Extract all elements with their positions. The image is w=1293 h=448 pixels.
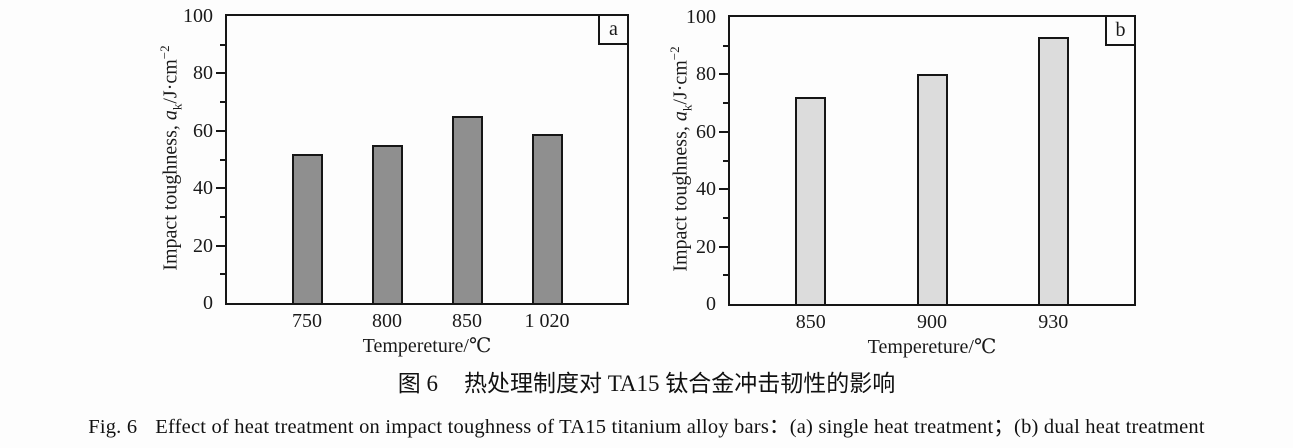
x-tick-label: 850 bbox=[452, 310, 482, 332]
y-axis-label-subscript: k bbox=[169, 103, 185, 111]
y-axis-label-superscript: −2 bbox=[667, 46, 682, 61]
y-major-tick bbox=[719, 245, 728, 248]
y-tick-label: 100 bbox=[183, 5, 213, 27]
y-tick-label: 80 bbox=[193, 62, 213, 85]
x-tick-label: 850 bbox=[795, 311, 826, 333]
y-axis-label-superscript: −2 bbox=[157, 45, 172, 60]
caption-chinese: 图 6 热处理制度对 TA15 钛合金冲击韧性的影响 bbox=[0, 364, 1293, 398]
bar-850 bbox=[451, 116, 483, 303]
chart-b-panel-label-box: b bbox=[1105, 15, 1136, 46]
bar-800 bbox=[371, 145, 403, 303]
chart-b-x-axis-label: Tempereture/℃ bbox=[867, 336, 997, 358]
chart-b-plot-area: b Tempereture/℃ 0 20 40 60 80 100 850 900 930 bbox=[686, 6, 1136, 358]
y-tick-label: 40 bbox=[696, 178, 716, 201]
y-axis-label-symbol: a bbox=[669, 111, 692, 122]
y-tick-label: 60 bbox=[193, 119, 213, 142]
y-tick-label: 60 bbox=[696, 120, 716, 143]
y-minor-tick bbox=[220, 215, 225, 218]
y-axis-label-subscript: k bbox=[679, 104, 695, 112]
bar-1020 bbox=[531, 133, 563, 303]
y-minor-tick bbox=[220, 273, 225, 276]
bar-900 bbox=[916, 74, 948, 304]
caption-chinese-number: 图 6 bbox=[397, 371, 438, 396]
caption-english: Fig. 6 Effect of heat treatment on impact… bbox=[0, 409, 1293, 439]
y-minor-tick bbox=[220, 158, 225, 161]
x-tick-label: 930 bbox=[1038, 311, 1069, 333]
y-minor-tick bbox=[723, 44, 728, 47]
y-major-tick bbox=[216, 72, 225, 75]
chart-a-y-axis-label: Impact toughness, ak/J·cm−2 bbox=[153, 0, 185, 318]
y-minor-tick bbox=[723, 159, 728, 162]
x-tick-label: 750 bbox=[292, 310, 322, 332]
y-tick-label: 80 bbox=[696, 63, 716, 86]
y-major-tick bbox=[719, 73, 728, 76]
y-tick-label: 20 bbox=[193, 234, 213, 257]
y-minor-tick bbox=[723, 216, 728, 219]
caption-english-number: Fig. 6 bbox=[88, 416, 138, 438]
y-minor-tick bbox=[220, 43, 225, 46]
y-tick-label: 0 bbox=[203, 292, 213, 314]
x-tick-label: 1 020 bbox=[524, 310, 570, 332]
caption-english-text: Effect of heat treatment on impact tough… bbox=[155, 416, 1205, 438]
y-major-tick bbox=[216, 187, 225, 190]
chart-b-panel-label: b bbox=[1115, 19, 1126, 41]
caption-chinese-text: 热处理制度对 TA15 钛合金冲击韧性的影响 bbox=[463, 371, 896, 396]
y-major-tick bbox=[216, 244, 225, 247]
bar-850 bbox=[795, 97, 827, 304]
bar-750 bbox=[291, 153, 323, 303]
y-minor-tick bbox=[220, 101, 225, 104]
chart-a-plot-area: a Tempereture/℃ 0 20 40 60 80 100 750 800 850 1 0… bbox=[183, 5, 629, 357]
chart-a-panel-label-box: a bbox=[598, 14, 629, 45]
x-tick-label: 800 bbox=[372, 310, 402, 332]
y-tick-label: 100 bbox=[686, 6, 716, 28]
y-tick-label: 20 bbox=[696, 235, 716, 258]
chart-a-x-axis-label: Tempereture/℃ bbox=[362, 335, 492, 357]
chart-b-y-axis-label: Impact toughness, ak/J·cm−2 bbox=[663, 0, 695, 319]
y-axis-label-symbol: a bbox=[159, 110, 182, 121]
y-major-tick bbox=[216, 129, 225, 132]
y-tick-label: 40 bbox=[193, 177, 213, 200]
y-major-tick bbox=[719, 188, 728, 191]
chart-a-panel-label: a bbox=[609, 18, 618, 40]
y-tick-label: 0 bbox=[706, 293, 716, 315]
x-tick-label: 900 bbox=[917, 311, 947, 333]
bar-930 bbox=[1037, 37, 1069, 304]
y-major-tick bbox=[719, 130, 728, 133]
y-minor-tick bbox=[723, 102, 728, 105]
y-minor-tick bbox=[723, 274, 728, 277]
